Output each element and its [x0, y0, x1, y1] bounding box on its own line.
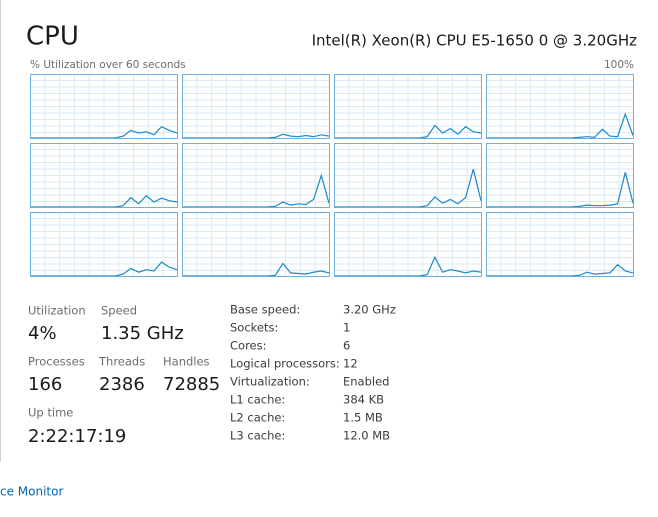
stat-label: Speed	[101, 304, 137, 318]
title: CPU	[26, 22, 79, 52]
core-graph	[334, 74, 482, 139]
graph-border	[486, 74, 634, 139]
core-graph	[486, 74, 634, 139]
stat-value: 4%	[28, 323, 57, 344]
core-graph	[30, 74, 178, 139]
detail-label: Base speed:	[230, 303, 300, 317]
core-graph	[182, 74, 330, 139]
stat-value: 2386	[99, 374, 145, 395]
graph-border	[182, 212, 330, 277]
detail-value: Enabled	[343, 375, 389, 389]
detail-value: 12	[343, 357, 358, 371]
processor-name: Intel(R) Xeon(R) CPU E5-1650 0 @ 3.20GHz	[312, 32, 638, 50]
stat-label: Utilization	[28, 304, 86, 318]
detail-label: Logical processors:	[230, 357, 340, 371]
stat-label: Processes	[28, 355, 85, 369]
core-graph	[486, 212, 634, 277]
stat-value: 72885	[163, 374, 220, 395]
graph-caption: % Utilization over 60 seconds	[30, 59, 186, 71]
core-graph	[334, 143, 482, 208]
detail-value: 6	[343, 339, 350, 353]
detail-label: Sockets:	[230, 321, 278, 335]
graph-border	[182, 74, 330, 139]
graph-max-label: 100%	[604, 59, 634, 71]
core-graph	[30, 212, 178, 277]
stat-label: Handles	[163, 355, 210, 369]
detail-value: 1	[343, 321, 350, 335]
core-graph	[334, 212, 482, 277]
core-graph	[30, 143, 178, 208]
graph-border	[30, 143, 178, 208]
detail-value: 1.5 MB	[343, 411, 383, 425]
detail-value: 12.0 MB	[343, 429, 390, 443]
graph-border	[486, 212, 634, 277]
stat-label: Threads	[98, 355, 145, 369]
core-graphs	[30, 74, 634, 277]
core-graph	[182, 212, 330, 277]
graph-border	[30, 212, 178, 277]
core-graph	[182, 143, 330, 208]
detail-label: L2 cache:	[230, 411, 285, 425]
graph-border	[334, 143, 482, 208]
graph-border	[334, 212, 482, 277]
detail-label: Cores:	[230, 339, 266, 353]
stat-label: Up time	[28, 406, 73, 420]
detail-label: L1 cache:	[230, 393, 285, 407]
core-graph	[486, 143, 634, 208]
graph-border	[30, 74, 178, 139]
detail-value: 384 KB	[343, 393, 384, 407]
stat-value: 166	[28, 374, 62, 395]
stat-value: 1.35 GHz	[101, 323, 184, 344]
graph-border	[182, 143, 330, 208]
detail-label: Virtualization:	[230, 375, 310, 389]
graph-border	[334, 74, 482, 139]
details-table: Base speed: 3.20 GHz Sockets: 1 Cores: 6Logic…	[230, 303, 396, 443]
graph-border	[486, 143, 634, 208]
stat-value: 2:22:17:19	[28, 426, 126, 447]
detail-value: 3.20 GHz	[343, 303, 396, 317]
detail-label: L3 cache:	[230, 429, 285, 443]
resource-monitor-link[interactable]: ce Monitor	[0, 485, 63, 499]
